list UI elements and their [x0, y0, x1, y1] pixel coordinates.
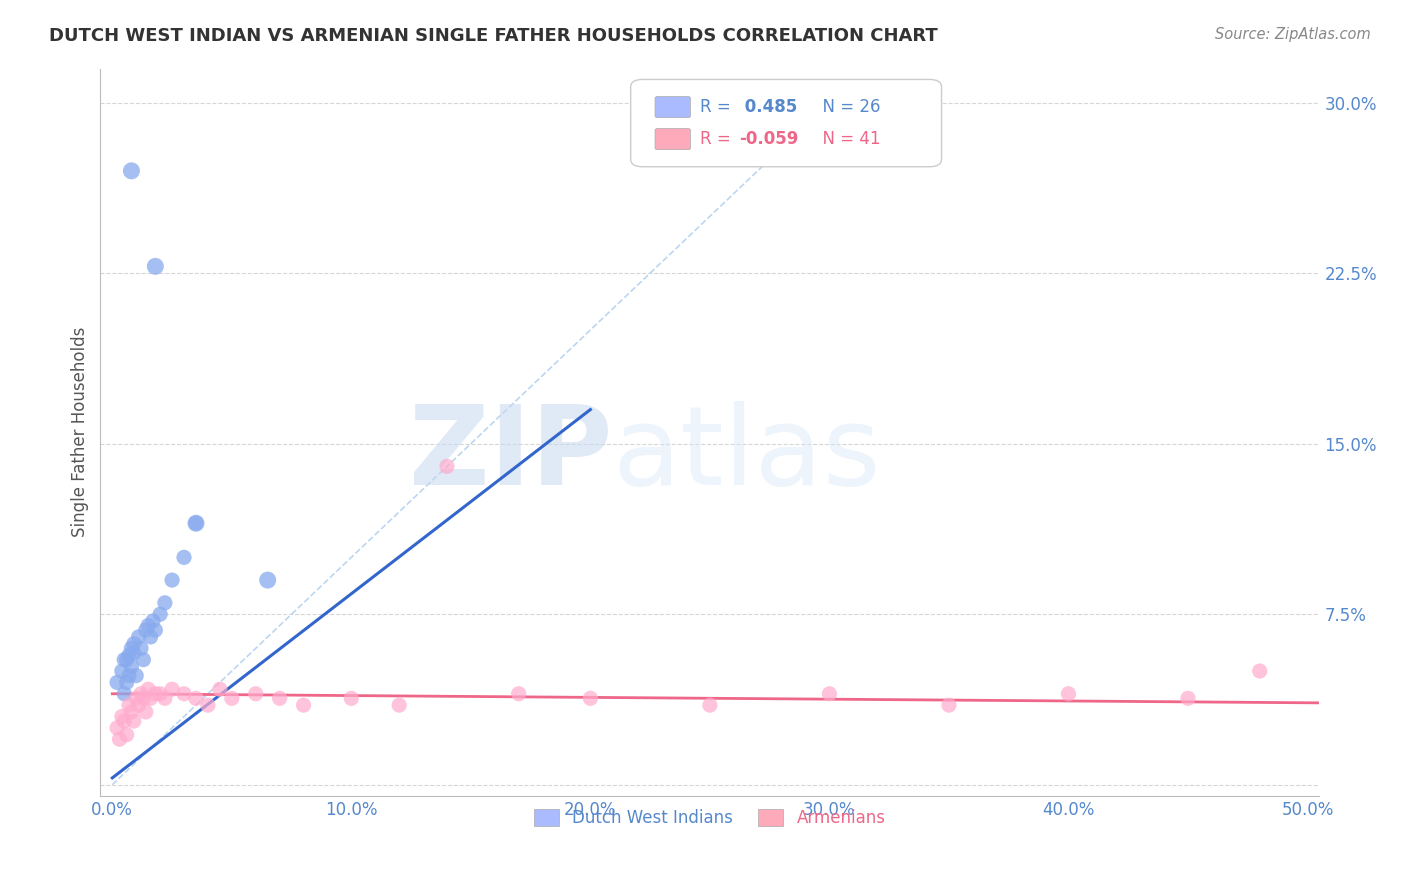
Point — [139, 691, 162, 706]
Point — [111, 664, 134, 678]
Point — [136, 618, 159, 632]
Point — [197, 698, 219, 713]
Point — [269, 691, 291, 706]
Point — [245, 687, 267, 701]
Point — [256, 573, 278, 587]
Point — [112, 687, 135, 701]
Point — [120, 641, 142, 656]
Point — [125, 691, 148, 706]
Point — [699, 698, 721, 713]
Point — [122, 714, 145, 728]
Point — [143, 260, 166, 274]
Point — [118, 668, 141, 682]
Point — [1057, 687, 1080, 701]
Point — [128, 698, 150, 713]
Point — [221, 691, 243, 706]
Point — [184, 516, 207, 531]
Point — [388, 698, 411, 713]
Text: N = 26: N = 26 — [813, 98, 880, 116]
Text: R =: R = — [700, 130, 731, 148]
Point — [105, 721, 128, 735]
Point — [173, 550, 195, 565]
Point — [184, 691, 207, 706]
Point — [143, 623, 166, 637]
Point — [129, 641, 152, 656]
Point — [153, 596, 176, 610]
Point — [108, 732, 131, 747]
Text: R =: R = — [700, 98, 737, 116]
Point — [122, 637, 145, 651]
Point — [292, 698, 315, 713]
Text: 0.485: 0.485 — [740, 98, 797, 116]
FancyBboxPatch shape — [655, 128, 690, 150]
Text: Source: ZipAtlas.com: Source: ZipAtlas.com — [1215, 27, 1371, 42]
Point — [135, 623, 157, 637]
Text: -0.059: -0.059 — [740, 130, 799, 148]
Point — [160, 573, 183, 587]
Point — [160, 682, 183, 697]
Point — [184, 516, 207, 531]
Point — [340, 691, 363, 706]
Point — [129, 687, 152, 701]
Text: N = 41: N = 41 — [813, 130, 880, 148]
Point — [112, 714, 135, 728]
Point — [142, 614, 165, 628]
Point — [120, 705, 142, 719]
FancyBboxPatch shape — [631, 79, 942, 167]
Point — [153, 691, 176, 706]
Point — [818, 687, 841, 701]
Point — [118, 648, 141, 662]
Point — [579, 691, 602, 706]
Point — [115, 653, 138, 667]
Point — [125, 668, 148, 682]
Point — [115, 675, 138, 690]
Point — [132, 691, 155, 706]
Point — [149, 687, 172, 701]
Point — [118, 698, 141, 713]
Point — [135, 705, 157, 719]
Point — [208, 682, 231, 697]
Point — [149, 607, 172, 622]
Point — [508, 687, 530, 701]
Point — [112, 653, 135, 667]
Point — [105, 675, 128, 690]
Text: atlas: atlas — [613, 401, 882, 508]
Point — [120, 164, 142, 178]
Point — [115, 728, 138, 742]
Point — [122, 646, 145, 660]
Point — [136, 682, 159, 697]
Text: ZIP: ZIP — [409, 401, 613, 508]
Point — [132, 653, 155, 667]
Y-axis label: Single Father Households: Single Father Households — [72, 327, 89, 538]
Point — [139, 630, 162, 644]
Point — [1177, 691, 1199, 706]
Point — [120, 659, 142, 673]
Point — [938, 698, 960, 713]
Legend: Dutch West Indians, Armenians: Dutch West Indians, Armenians — [526, 800, 894, 835]
Point — [143, 687, 166, 701]
Point — [111, 709, 134, 723]
FancyBboxPatch shape — [655, 96, 690, 118]
Point — [128, 630, 150, 644]
Point — [436, 459, 458, 474]
Point — [173, 687, 195, 701]
Point — [1249, 664, 1271, 678]
Text: DUTCH WEST INDIAN VS ARMENIAN SINGLE FATHER HOUSEHOLDS CORRELATION CHART: DUTCH WEST INDIAN VS ARMENIAN SINGLE FAT… — [49, 27, 938, 45]
